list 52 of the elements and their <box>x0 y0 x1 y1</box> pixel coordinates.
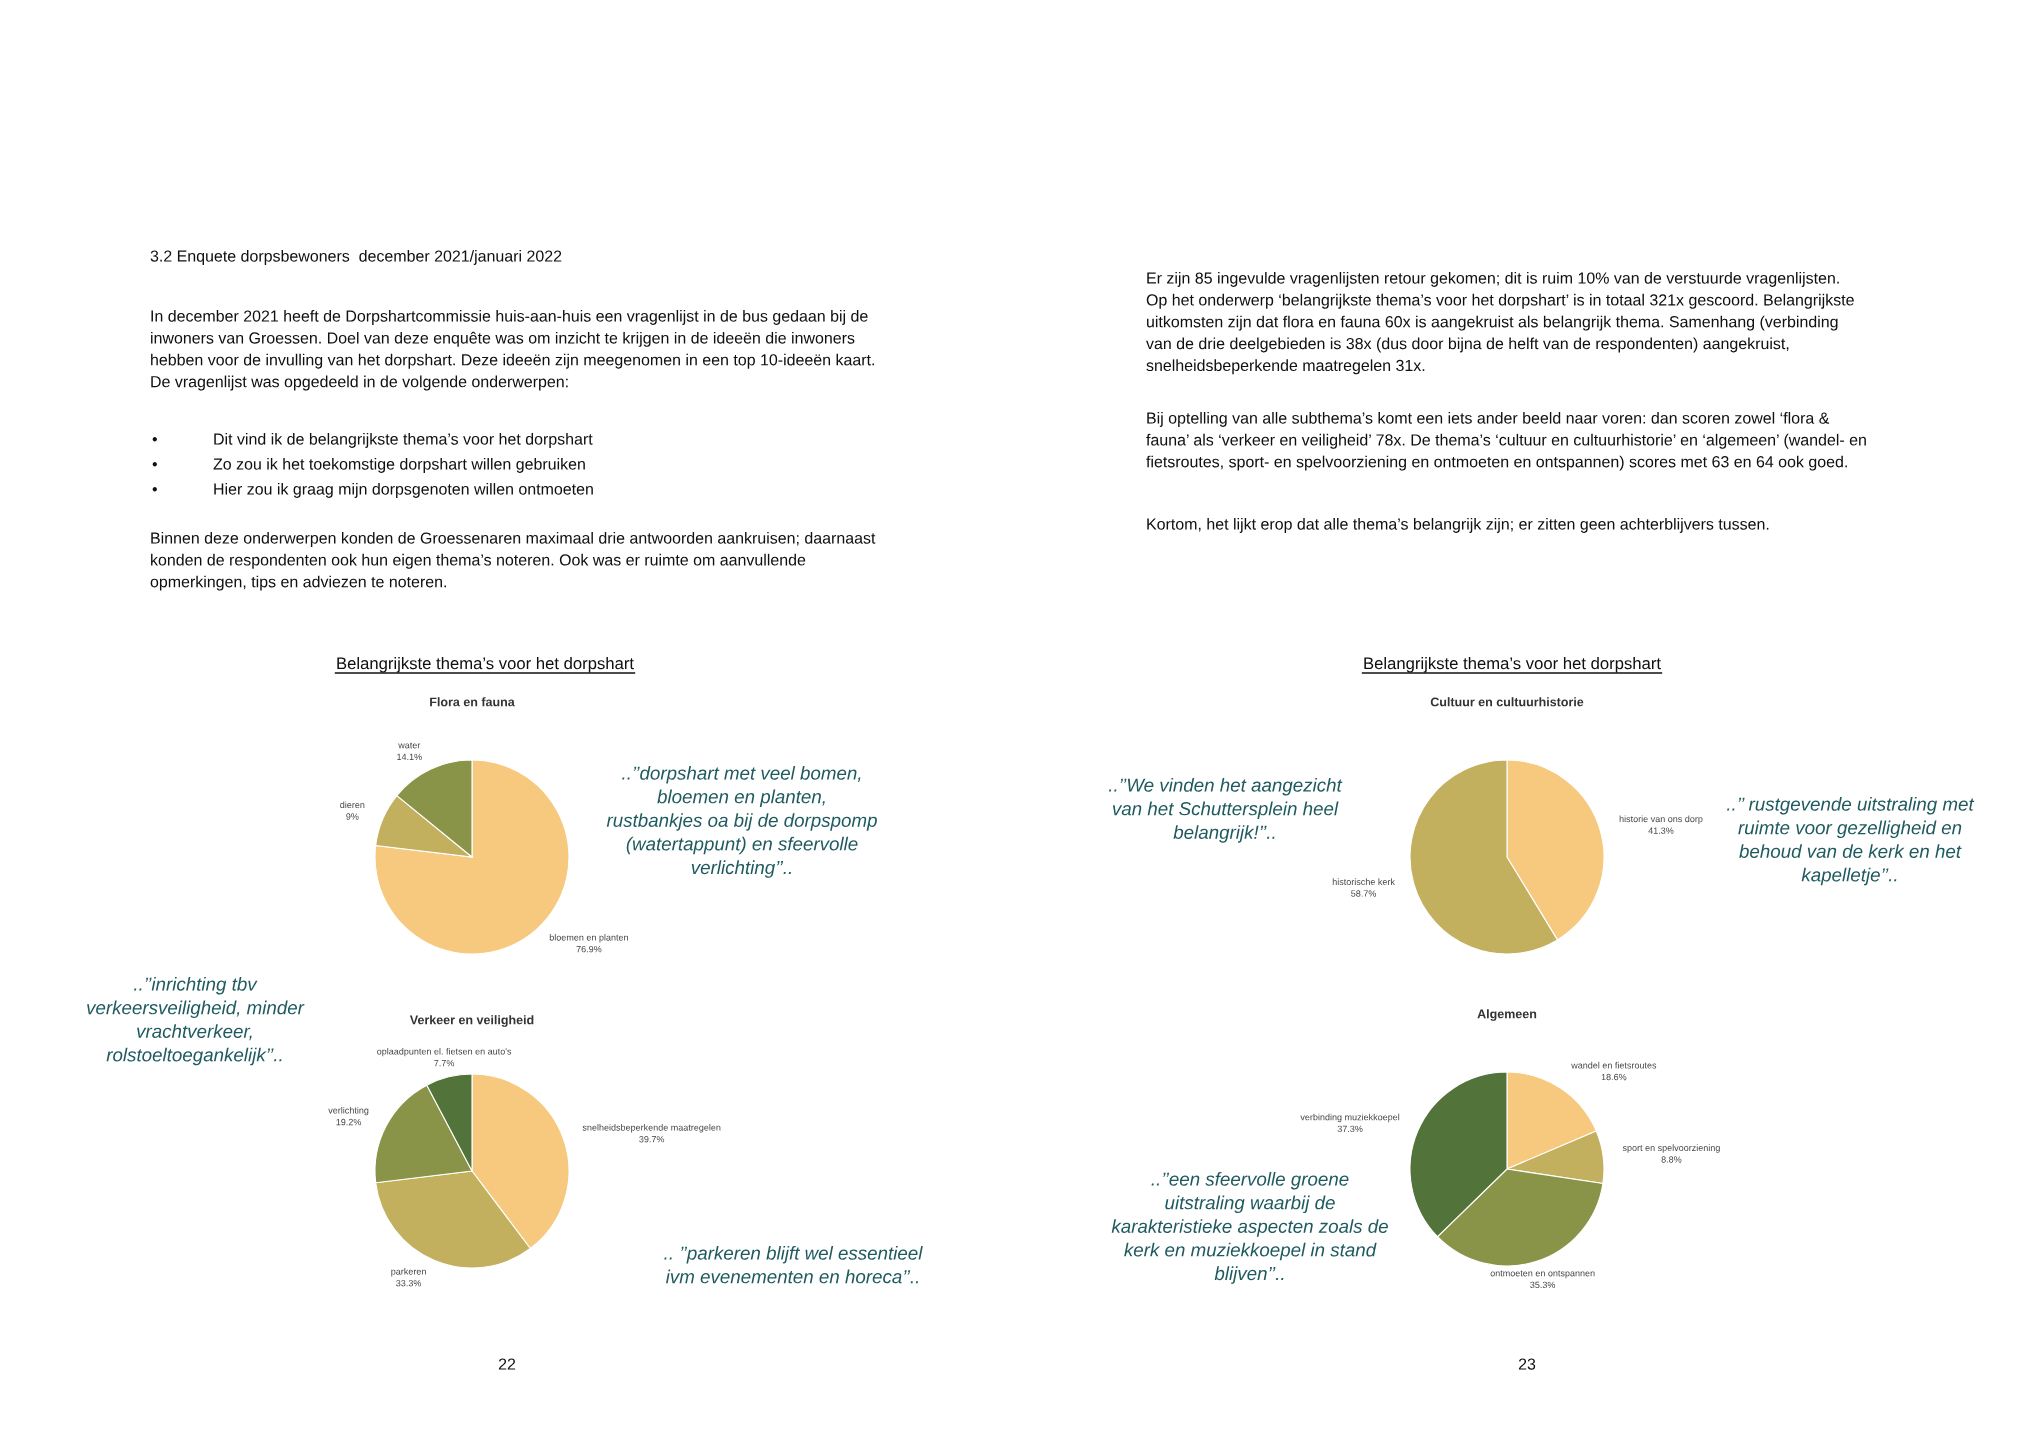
text: ..’’een sfeervolle groene uitstraling waarbij de karakteristieke aspecten zoals de kerk en muziekkoepel in stand blijven’’.. <box>1111 1172 1388 1284</box>
text: Belangrijkste thema’s voor het dorpshart <box>1364 657 1661 673</box>
text: 3.2 Enquete dorpsbewoners december 2021/januari 2022 <box>150 250 562 265</box>
data-label: 14.1% <box>397 753 422 761</box>
chart-title: Algemeen <box>1477 1009 1537 1021</box>
slice-label: ontmoeten en ontspannen <box>1490 1270 1595 1279</box>
slice-label: dieren <box>340 801 365 809</box>
chart-title: Flora en fauna <box>430 697 515 707</box>
slice-label: oplaadpunten el. fietsen en auto's <box>377 1047 512 1057</box>
chart-title: Cultuur en cultuurhistorie <box>1430 697 1584 707</box>
data-label: 76.9% <box>576 945 602 953</box>
slice-label: bloemen en planten <box>549 934 628 943</box>
slice-label: parkeren <box>391 1268 426 1277</box>
data-label: 41.3% <box>1648 827 1674 834</box>
data-label: 18.6% <box>1601 1073 1627 1081</box>
text: ..’’ rustgevende uitstraling met ruimte voor gezelligheid en behoud van de kerk en het kapelletje’’.. <box>1727 797 1975 886</box>
text: .. ’’parkeren blijft wel essentieel ivm evenementen en horeca’’.. <box>664 1246 923 1284</box>
text: Hier zou ik graag mijn dorpsgenoten willen ontmoeten <box>214 483 593 498</box>
slice-label: snelheidsbeperkende maatregelen <box>582 1124 721 1133</box>
data-label: 7.7% <box>434 1059 455 1067</box>
text: Zo zou ik het toekomstige dorpshart willen gebruiken <box>213 458 585 473</box>
text: In december 2021 heeft de Dorpshartcommissie huis-aan-huis een vragenlijst in de bus gedaan bij de inwoners van Groessen. Doel van deze enquête was om inzicht te krijgen in de ideeën die inwoners hebben voor de invulling van het dorpshart. Deze ideeën zijn meegenomen in een top 10-ideeën kaart. De vragenlijst was opgedeeld in de volgende onderwerpen: <box>151 310 874 391</box>
text: Er zijn 85 ingevulde vragenlijsten retour gekomen; dit is ruim 10% van de verstuurde vragenlijsten. Op het onderwerp ‘belangrijkste thema’s voor het dorpshart’ is in totaal 321x gescoord. Belangrijkste uitkomsten zijn dat flora en fauna 60x is aangekruist als belangrijk thema. Samenhang (verbinding van de drie deelgebieden is 38x (dus door bijna de helft van de respondenten) aangekruist, snelheidsbeperkende maatregelen 31x. <box>1146 272 1854 375</box>
slice-label: historie van ons dorp <box>1619 815 1703 824</box>
text: 22 <box>498 1358 516 1370</box>
data-label: 37.3% <box>1337 1125 1363 1133</box>
text: ..’’dorpshart met veel bomen, bloemen en planten, rustbankjes oa bij de dorpspomp (watertappunt) en sfeervolle verlichting’’.. <box>606 766 877 878</box>
data-label: 19.2% <box>336 1118 362 1126</box>
data-label: 39.7% <box>639 1136 665 1143</box>
text: ..’’inrichting tbv verkeersveiligheid, minder vrachtverkeer, rolstoeltoegankelijk’’.. <box>87 977 305 1066</box>
text: Dit vind ik de belangrijkste thema’s voor het dorpshart <box>214 433 593 448</box>
slice-label: wandel en fietsroutes <box>1571 1061 1657 1069</box>
text: Kortom, het lijkt erop dat alle thema’s belangrijk zijn; er zitten geen achterblijvers tussen. <box>1147 518 1769 533</box>
slice-label: sport en spelvoorziening <box>1622 1144 1720 1153</box>
slice-label: verlichting <box>328 1106 369 1116</box>
text: • <box>152 462 157 467</box>
slice-label: water <box>398 742 421 749</box>
data-label: 33.3% <box>396 1279 422 1287</box>
text: • <box>152 487 157 492</box>
data-label: 35.3% <box>1530 1281 1556 1289</box>
slice-label: historische kerk <box>1332 878 1395 885</box>
slice-label: verbinding muziekkoepel <box>1300 1113 1400 1123</box>
text: Bij optelling van alle subthema’s komt een iets ander beeld naar voren: dan scoren zowel ‘flora & fauna’ als ‘verkeer en veiligheid’ 78x. De thema’s ‘cultuur en cultuurhistorie’ en ‘algemeen’ (wandel- en fietsroutes, sport- en spelvoorziening en ontmoeten en ontspannen) scores met 63 en 64 ook goed. <box>1146 412 1866 471</box>
text: Binnen deze onderwerpen konden de Groessenaren maximaal drie antwoorden aankruisen; daarnaast konden de respondenten ook hun eigen thema’s noteren. Ook was er ruimte om aanvullende opmerkingen, tips en adviezen te noteren. <box>150 532 876 591</box>
data-label: 8.8% <box>1661 1156 1682 1163</box>
text: ..’’We vinden het aangezicht van het Schuttersplein heel belangrijk!’’.. <box>1109 778 1343 843</box>
text: • <box>152 437 157 442</box>
data-label: 9% <box>346 813 359 820</box>
text: 23 <box>1518 1358 1536 1370</box>
chart-title: Verkeer en veiligheid <box>409 1015 534 1027</box>
text: Belangrijkste thema’s voor het dorpshart <box>337 657 634 673</box>
data-label: 58.7% <box>1351 890 1377 897</box>
